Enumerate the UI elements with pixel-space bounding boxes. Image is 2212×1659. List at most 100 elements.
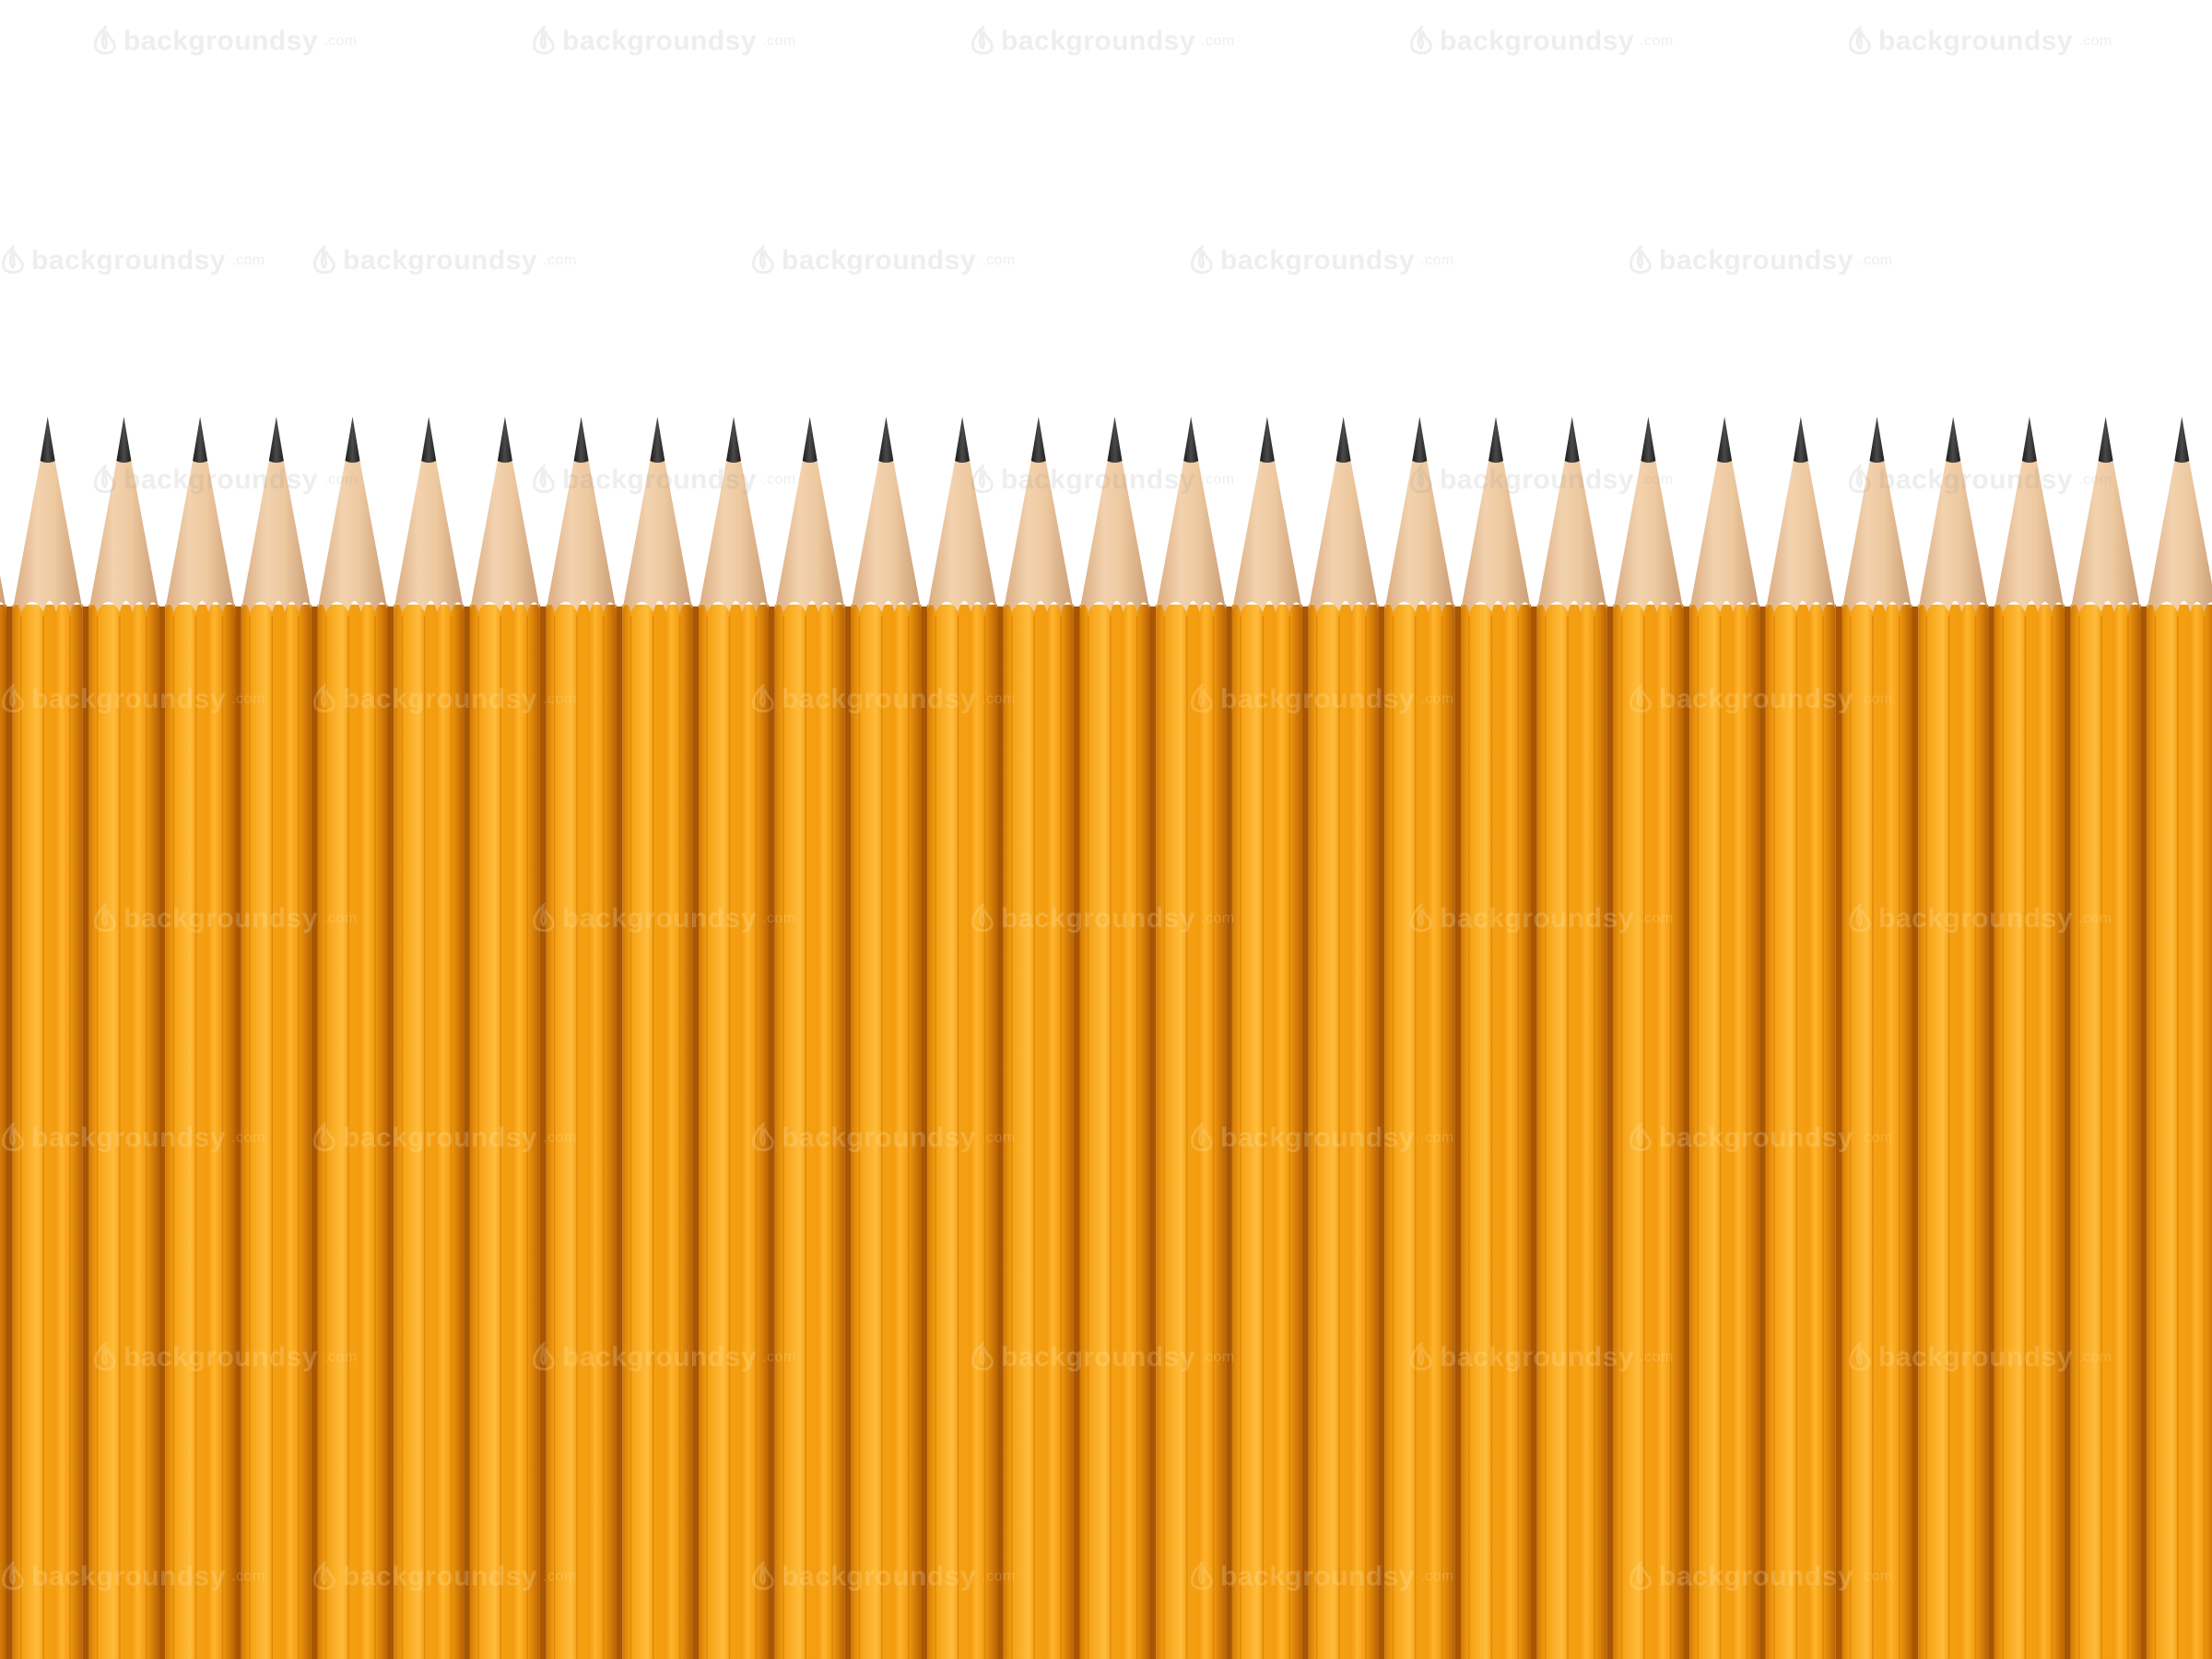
pencil-lead (1488, 417, 1503, 463)
pencil-gap-shadow (1454, 606, 1461, 1659)
pencil-lead (1412, 417, 1428, 463)
pencil-gap-shadow (82, 606, 89, 1659)
pencil-body (317, 605, 388, 1659)
pencil-gap-shadow (2064, 606, 2071, 1659)
pencil-wood-tip (699, 461, 769, 612)
pencil-lead (1259, 417, 1275, 463)
pencil (1994, 417, 2071, 1659)
pencil-lead (2174, 417, 2190, 463)
pencil-lead (802, 417, 818, 463)
pencil-lead (1183, 417, 1199, 463)
pencil-gap-shadow (387, 606, 394, 1659)
pencil-wood-tip (1689, 461, 1760, 612)
pencil-body (241, 605, 312, 1659)
pencil-gap-shadow (997, 606, 1004, 1659)
pencil-lead (650, 417, 665, 463)
pencil-body (851, 605, 922, 1659)
pencil (2070, 417, 2147, 1659)
pencil (851, 417, 928, 1659)
pencil (1308, 417, 1385, 1659)
pencil-wood-tip (1613, 461, 1684, 612)
pencil (1003, 417, 1080, 1659)
pencil (1613, 417, 1690, 1659)
pencil-wood-tip (1079, 461, 1150, 612)
pencil-body (165, 605, 236, 1659)
pencil-wood-tip (469, 461, 540, 612)
pencil (394, 417, 470, 1659)
pencil (1689, 417, 1766, 1659)
pencil (927, 417, 1004, 1659)
pencil-body (394, 605, 465, 1659)
pencil (1156, 417, 1232, 1659)
pencil-lead (40, 417, 55, 463)
pencil-body (0, 605, 6, 1659)
pencil (12, 417, 89, 1659)
pencil-lead (878, 417, 894, 463)
pencil-wood-tip (1918, 461, 1989, 612)
pencil-wood-tip (1231, 461, 1302, 612)
pencil-wood-tip (546, 461, 617, 612)
pencil-lead (421, 417, 437, 463)
pencil-body (699, 605, 769, 1659)
pencil (1765, 417, 1842, 1659)
pencil-wood-tip (2070, 461, 2141, 612)
pencil-body (1079, 605, 1150, 1659)
pencil-body (622, 605, 693, 1659)
pencil-body (927, 605, 998, 1659)
pencil-lead (1641, 417, 1656, 463)
pencil-lead (573, 417, 589, 463)
pencil-gap-shadow (1301, 606, 1309, 1659)
pencil-wood-tip (241, 461, 312, 612)
pencil-gap-shadow (1149, 606, 1157, 1659)
pencil (469, 417, 547, 1659)
pencil-wood-tip (851, 461, 922, 612)
pencil (317, 417, 394, 1659)
pencil (2147, 417, 2212, 1659)
pencil-body (1003, 605, 1074, 1659)
pencil (1461, 417, 1537, 1659)
pencil-lead (955, 417, 971, 463)
pencil-body (1231, 605, 1302, 1659)
pencil-wood-tip (1536, 461, 1607, 612)
pencil-wood-tip (927, 461, 998, 612)
pencil-wood-tip (1003, 461, 1074, 612)
pencil-gap-shadow (1759, 606, 1766, 1659)
pencil-wood-tip (12, 461, 83, 612)
pencil-wood-tip (165, 461, 236, 612)
pencil (165, 417, 241, 1659)
pencil-gap-shadow (1606, 606, 1614, 1659)
pencil-gap-shadow (1683, 606, 1690, 1659)
pencil-body (1765, 605, 1836, 1659)
pencil-body (2147, 605, 2212, 1659)
pencil-wood-tip (88, 461, 159, 612)
pencil-gap-shadow (1912, 606, 1919, 1659)
pencil-gap-shadow (1531, 606, 1537, 1659)
pencil-lead (497, 417, 512, 463)
pencil (1841, 417, 1919, 1659)
pencil (88, 417, 166, 1659)
pencil-wood-tip (394, 461, 465, 612)
pencil-lead (1564, 417, 1580, 463)
pencil-gap-shadow (1378, 606, 1385, 1659)
pencil-body (469, 605, 540, 1659)
pencil-body (1536, 605, 1607, 1659)
pencil-wood-tip (774, 461, 845, 612)
pencil-gap-shadow (1988, 606, 1994, 1659)
pencil-lead (1793, 417, 1808, 463)
pencil-gap-shadow (464, 606, 470, 1659)
pencil-gap-shadow (1835, 606, 1842, 1659)
pencil (0, 575, 13, 1659)
pencil-lead (1030, 417, 1046, 463)
pencil-gap-shadow (692, 606, 699, 1659)
pencil-body (1918, 605, 1989, 1659)
pencil-gap-shadow (539, 606, 547, 1659)
pencil-body (546, 605, 617, 1659)
pencil-lead (726, 417, 741, 463)
pencil-lead (268, 417, 284, 463)
pencil-body (1613, 605, 1684, 1659)
pencil-body (1461, 605, 1531, 1659)
pencil-body (12, 605, 83, 1659)
pencil-lead (1869, 417, 1885, 463)
pencil-lead (345, 417, 360, 463)
